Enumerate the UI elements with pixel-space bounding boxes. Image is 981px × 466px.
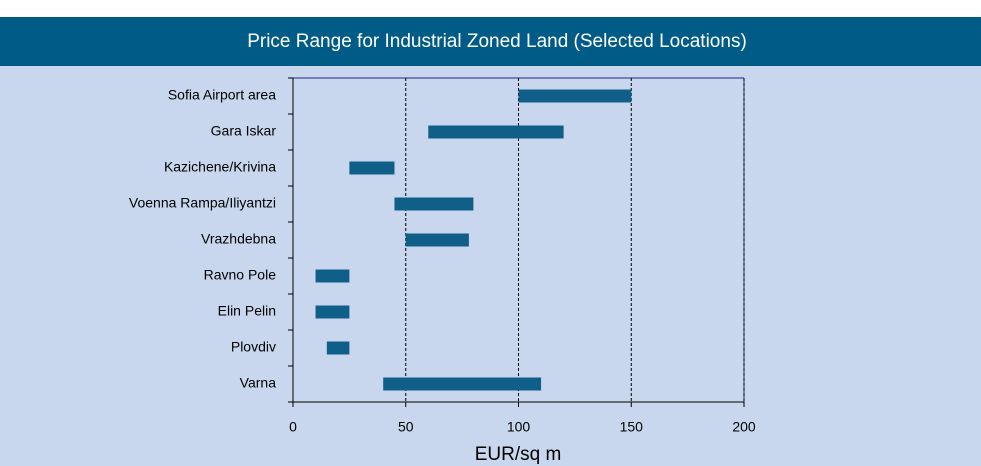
bar <box>326 341 350 355</box>
y-tick-label: Gara Iskar <box>211 123 277 139</box>
x-tick-label: 200 <box>732 419 756 435</box>
bar <box>405 233 469 247</box>
background <box>0 17 981 466</box>
bar <box>518 89 632 103</box>
bar <box>394 197 474 211</box>
bar <box>315 269 350 283</box>
header <box>0 17 981 66</box>
y-tick-label: Sofia Airport area <box>168 87 276 103</box>
y-tick-label: Vrazhdebna <box>201 231 276 247</box>
x-tick-label: 0 <box>289 419 297 435</box>
bar <box>349 161 395 175</box>
y-tick-label: Varna <box>240 375 277 391</box>
y-tick-label: Voenna Rampa/Iliyantzi <box>129 195 276 211</box>
x-tick-label: 100 <box>507 419 531 435</box>
y-tick-label: Elin Pelin <box>218 303 276 319</box>
x-axis-label: EUR/sq m <box>475 444 562 465</box>
y-tick-label: Kazichene/Krivina <box>164 159 276 175</box>
y-tick-label: Ravno Pole <box>204 267 277 283</box>
bar <box>315 305 350 319</box>
y-tick-label: Plovdiv <box>231 339 276 355</box>
bar <box>383 377 542 391</box>
x-tick-label: 150 <box>620 419 644 435</box>
bar <box>428 125 564 139</box>
x-tick-label: 50 <box>398 419 414 435</box>
chart-title: Price Range for Industrial Zoned Land (S… <box>247 31 747 52</box>
